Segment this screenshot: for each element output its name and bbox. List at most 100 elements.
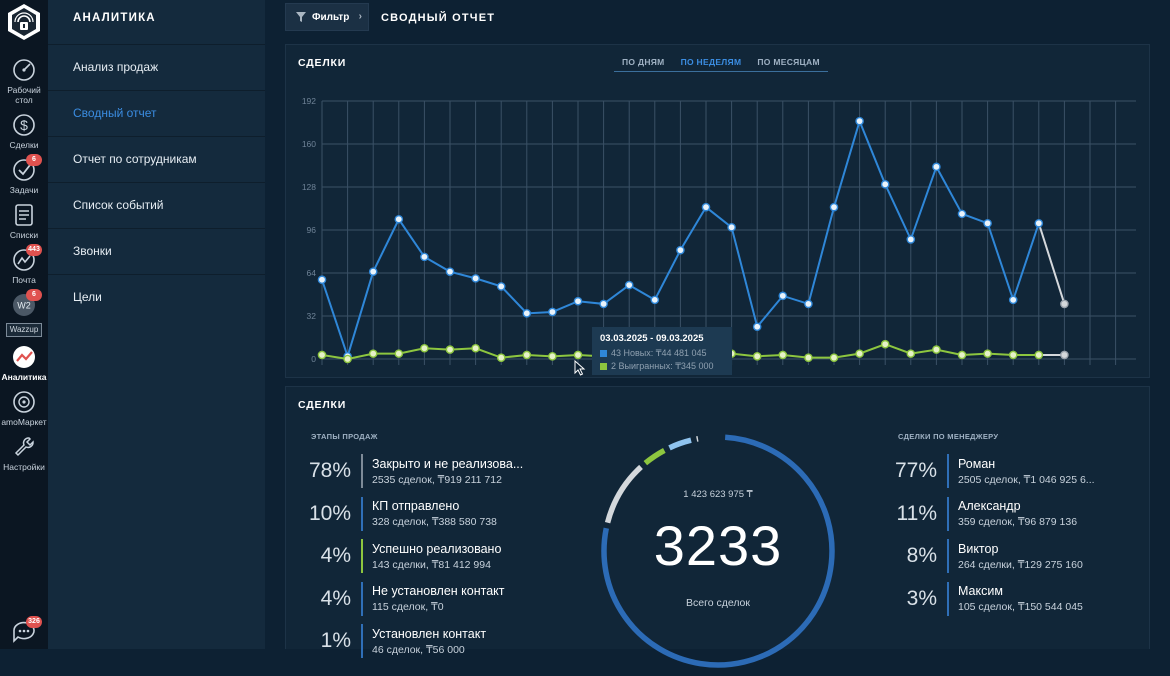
donut-segment[interactable] [669, 440, 691, 448]
data-point [472, 275, 479, 282]
stat-details: 359 сделок, ₸96 879 136 [958, 516, 1108, 528]
stat-percent: 10% [295, 502, 361, 526]
legend-won-swatch [600, 363, 607, 370]
deals-donut: 1 423 623 975 ₸ 3233 Всего сделок [598, 431, 838, 671]
svg-text:$: $ [20, 117, 28, 133]
stat-color-bar [947, 454, 949, 488]
filter-icon [295, 11, 307, 23]
dollar-icon: $ [10, 111, 38, 139]
stat-percent: 11% [881, 502, 947, 526]
subnav-item-0[interactable]: Анализ продаж [48, 44, 265, 90]
data-point [498, 283, 505, 290]
data-point [984, 350, 991, 357]
stage-row[interactable]: 10% КП отправлено 328 сделок, ₸388 580 738 [295, 495, 544, 533]
donut-segment[interactable] [645, 450, 664, 463]
rail-item-market[interactable]: amoМаркет [0, 388, 48, 427]
stat-name: Виктор [958, 542, 1108, 556]
stat-name: Успешно реализовано [372, 542, 544, 556]
data-point [677, 247, 684, 254]
stat-name: Александр [958, 499, 1108, 513]
rail-item-dollar[interactable]: $Сделки [0, 111, 48, 150]
data-point [318, 276, 325, 283]
stat-color-bar [361, 582, 363, 616]
stat-color-bar [361, 539, 363, 573]
subnav-item-2[interactable]: Отчет по сотрудникам [48, 136, 265, 182]
managers-title: СДЕЛКИ ПО МЕНЕДЖЕРУ [898, 432, 998, 441]
donut-label: Всего сделок [598, 597, 838, 609]
data-point [856, 350, 863, 357]
data-point [805, 354, 812, 361]
stat-details: 46 сделок, ₸56 000 [372, 644, 544, 656]
data-point [370, 268, 377, 275]
rail-item-dashboard[interactable]: Рабочий стол [0, 56, 48, 105]
data-point [395, 350, 402, 357]
data-point [498, 354, 505, 361]
stats-panel-title: СДЕЛКИ [298, 399, 346, 411]
stat-name: Роман [958, 457, 1108, 471]
data-point [600, 300, 607, 307]
chevron-right-icon: › [359, 11, 362, 22]
data-point [318, 351, 325, 358]
page-title: СВОДНЫЙ ОТЧЕТ [381, 12, 495, 24]
data-point [446, 346, 453, 353]
rail-item-analytics[interactable]: Аналитика [0, 343, 48, 382]
deals-stats-panel: СДЕЛКИ ЭТАПЫ ПРОДАЖ 78%Закрыто и не реал… [285, 386, 1150, 649]
subnav-item-1[interactable]: Сводный отчет [48, 90, 265, 136]
filter-button[interactable]: Фильтр › [285, 3, 369, 31]
y-tick-label: 0 [311, 354, 316, 364]
stat-name: Не установлен контакт [372, 584, 544, 598]
rail-item-list[interactable]: Списки [0, 201, 48, 240]
stage-row[interactable]: 78%Закрыто и не реализова...2535 сделок,… [295, 452, 544, 490]
data-point [882, 181, 889, 188]
rail-item-wrench[interactable]: Настройки [0, 433, 48, 472]
rail-badge: 6 [26, 289, 42, 301]
rail-item-label: Почта [12, 275, 36, 285]
data-point [549, 308, 556, 315]
data-point [1010, 351, 1017, 358]
rail-item-chat[interactable]: 326 [0, 618, 48, 646]
data-point [421, 253, 428, 260]
subnav-item-5[interactable]: Цели [48, 274, 265, 320]
stat-color-bar [361, 497, 363, 531]
rail-item-label: Wazzup [6, 323, 43, 337]
subnav-item-3[interactable]: Список событий [48, 182, 265, 228]
stat-details: 2505 сделок, ₸1 046 925 6... [958, 474, 1108, 486]
subnav-title: АНАЛИТИКА [48, 0, 265, 44]
stat-color-bar [947, 582, 949, 616]
logo[interactable] [0, 0, 48, 44]
stat-name: КП отправлено [372, 499, 544, 513]
data-point [1010, 296, 1017, 303]
stat-color-bar [361, 624, 363, 658]
data-point [1035, 351, 1042, 358]
subnav-item-4[interactable]: Звонки [48, 228, 265, 274]
market-icon [10, 388, 38, 416]
donut-sum: 1 423 623 975 ₸ [598, 489, 838, 500]
data-point [933, 163, 940, 170]
logo-icon [4, 2, 44, 42]
data-point [549, 353, 556, 360]
stat-percent: 1% [295, 629, 361, 653]
stat-details: 328 сделок, ₸388 580 738 [372, 516, 544, 528]
manager-row[interactable]: 11% Александр 359 сделок, ₸96 879 136 [881, 495, 1108, 533]
data-point [984, 220, 991, 227]
data-point [523, 351, 530, 358]
dashboard-icon [10, 56, 38, 84]
rail-badge: 6 [26, 154, 42, 166]
data-point [344, 355, 351, 362]
stat-name: Закрыто и не реализова... [372, 457, 544, 471]
rail-item-label: amoМаркет [1, 417, 46, 427]
data-point [856, 118, 863, 125]
list-icon [10, 201, 38, 229]
topbar: Фильтр › СВОДНЫЙ ОТЧЕТ [265, 0, 1170, 40]
